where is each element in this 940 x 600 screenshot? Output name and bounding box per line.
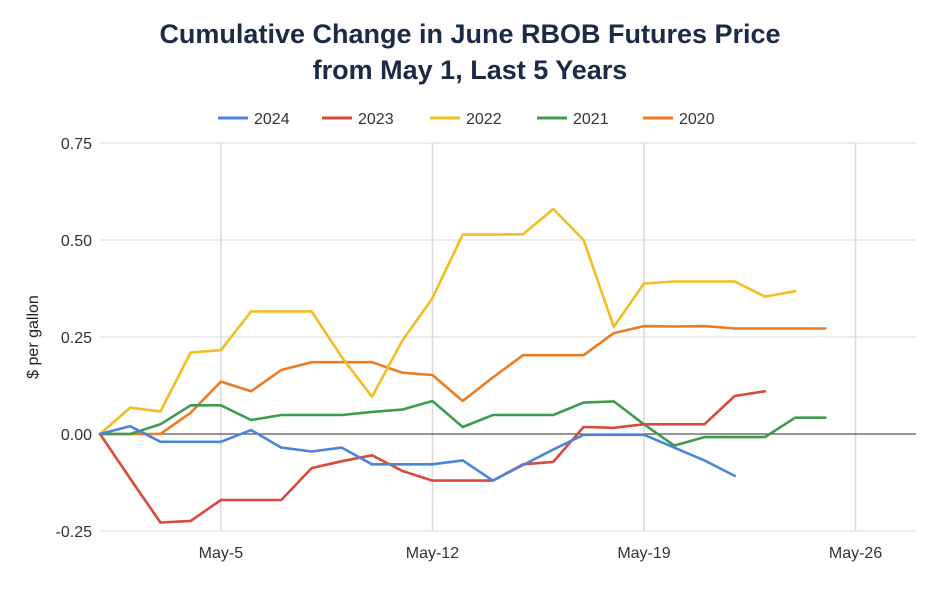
x-tick-label: May-12 (406, 545, 459, 562)
series-line-2024 (98, 424, 737, 482)
series-line-2020 (98, 324, 827, 436)
y-tick-label: 0.00 (61, 427, 92, 444)
legend-label: 2023 (358, 111, 394, 128)
series-line-2023 (98, 389, 767, 524)
y-tick-label: -0.25 (56, 524, 93, 541)
chart-title-line-2: from May 1, Last 5 Years (312, 55, 628, 85)
legend-label: 2020 (679, 111, 715, 128)
y-axis-label: $ per gallon (25, 295, 42, 379)
y-tick-label: 0.25 (61, 330, 92, 347)
y-tick-label: 0.50 (61, 233, 92, 250)
series-line-2021 (98, 399, 827, 447)
legend-label: 2022 (466, 111, 502, 128)
x-tick-label: May-26 (829, 545, 882, 562)
series-line-2022 (98, 207, 797, 436)
x-tick-label: May-19 (617, 545, 670, 562)
x-tick-label: May-5 (199, 545, 244, 562)
legend-label: 2024 (254, 111, 290, 128)
legend-label: 2021 (573, 111, 609, 128)
y-tick-label: 0.75 (61, 136, 92, 153)
chart-title: Cumulative Change in June RBOB Futures P… (0, 16, 940, 88)
chart-title-line-1: Cumulative Change in June RBOB Futures P… (159, 19, 781, 49)
